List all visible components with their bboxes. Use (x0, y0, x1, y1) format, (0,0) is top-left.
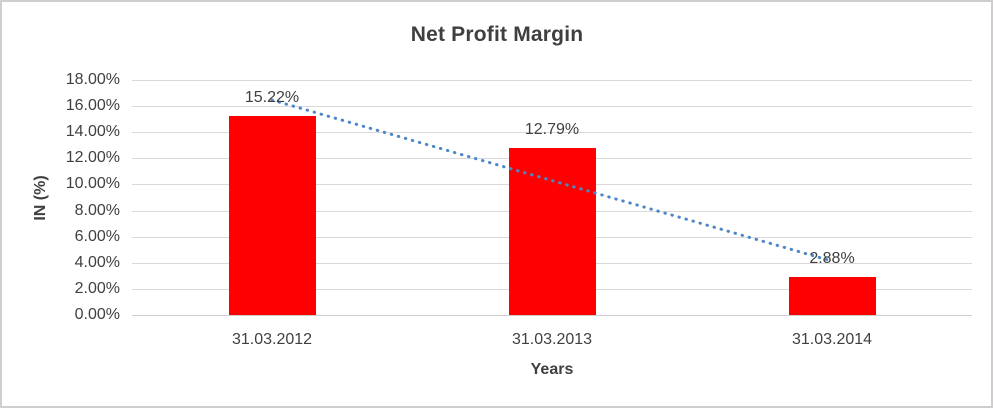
bar-31.03.2012 (228, 116, 316, 315)
data-label-31.03.2012: 15.22% (244, 89, 300, 107)
y-axis-tick-label: 12.00% (65, 149, 120, 167)
x-axis-tick-label: 31.03.2013 (511, 331, 593, 348)
y-axis-tick-label: 14.00% (65, 123, 120, 141)
x-axis-title: Years (530, 361, 574, 378)
gridline (132, 80, 972, 81)
data-label-31.03.2013: 12.79% (524, 121, 580, 139)
bar-31.03.2013 (508, 148, 596, 315)
x-axis-tick-label: 31.03.2014 (791, 331, 873, 348)
y-axis-tick-label: 2.00% (74, 279, 120, 297)
chart-title: Net Profit Margin (410, 23, 584, 46)
y-axis-tick-label: 10.00% (65, 175, 120, 193)
y-axis-tick-label: 0.00% (74, 306, 120, 323)
trendline-layer (270, 98, 834, 263)
gridline (132, 106, 972, 108)
y-axis-tick-label: 16.00% (65, 97, 120, 115)
linear-trendline (270, 98, 834, 263)
y-axis-tick-label: 4.00% (74, 253, 120, 271)
y-axis-tick-label: 8.00% (74, 201, 120, 219)
bar-31.03.2014 (788, 277, 876, 315)
y-axis-tick-label: 6.00% (74, 227, 120, 245)
x-axis-line (132, 315, 972, 316)
data-label-31.03.2014: 2.88% (809, 250, 855, 268)
y-axis-tick-label: 18.00% (65, 71, 120, 88)
x-axis-tick-label: 31.03.2012 (231, 331, 313, 348)
gridline (132, 132, 972, 134)
